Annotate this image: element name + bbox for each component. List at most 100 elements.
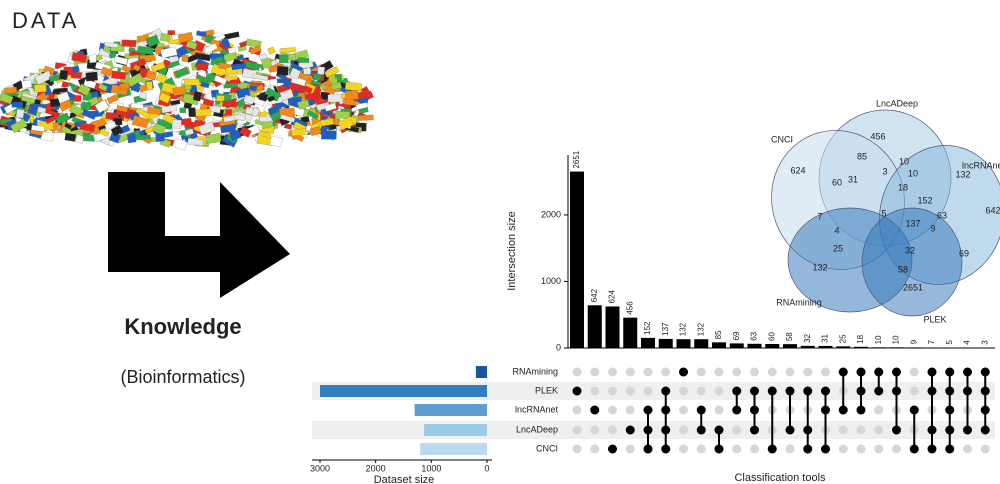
- matrix-dot: [661, 405, 671, 415]
- matrix-dot-empty: [696, 367, 706, 377]
- matrix-dot-empty: [643, 386, 653, 396]
- lego-brick: [205, 133, 222, 144]
- set-label: RNAmining: [512, 366, 558, 376]
- matrix-dot-empty: [679, 444, 688, 454]
- bar: [889, 347, 904, 348]
- lego-brick: [198, 121, 216, 135]
- bar: [694, 339, 709, 348]
- matrix-dot-empty: [714, 386, 724, 396]
- lego-brick: [252, 73, 269, 81]
- lego-brick: [297, 99, 310, 110]
- lego-brick: [208, 104, 222, 114]
- lego-brick: [358, 114, 374, 121]
- lego-brick: [200, 81, 210, 89]
- matrix-dot: [892, 386, 901, 396]
- bar: [623, 317, 638, 348]
- lego-brick: [131, 115, 149, 129]
- lego-brick: [15, 108, 25, 119]
- lego-brick: [184, 78, 200, 86]
- lego-brick: [192, 91, 202, 102]
- lego-brick: [54, 87, 68, 93]
- lego-brick: [11, 101, 23, 108]
- matrix-dot: [927, 367, 937, 377]
- venn-count: 2651: [903, 282, 923, 292]
- lego-brick: [289, 67, 302, 80]
- bar-label: 137: [661, 322, 670, 336]
- matrix-dot-empty: [856, 444, 866, 454]
- matrix-dot: [608, 444, 617, 454]
- lego-brick: [246, 38, 262, 48]
- matrix-dot-empty: [767, 367, 777, 377]
- lego-brick: [196, 30, 207, 37]
- matrix-dot: [696, 405, 706, 415]
- matrix-dot-empty: [679, 425, 688, 435]
- lego-brick: [221, 37, 231, 49]
- bar-label: 31: [821, 333, 830, 342]
- lego-brick: [21, 79, 32, 89]
- lego-picture: [0, 28, 374, 151]
- matrix-dot: [750, 425, 759, 435]
- matrix-dot-empty: [750, 367, 759, 377]
- dataset-bar: [424, 424, 487, 436]
- lego-brick: [36, 106, 47, 114]
- lego-brick: [77, 83, 91, 97]
- matrix-dot: [661, 425, 671, 435]
- matrix-dot: [927, 425, 937, 435]
- bar: [836, 346, 851, 348]
- matrix-dot-empty: [874, 405, 884, 415]
- matrix-dot: [750, 386, 759, 396]
- matrix-dot: [980, 386, 990, 396]
- knowledge-label: Knowledge: [124, 314, 241, 339]
- lego-brick: [71, 65, 80, 74]
- venn-count: 132: [812, 262, 827, 272]
- lego-brick: [344, 82, 362, 92]
- lego-brick: [249, 84, 257, 92]
- matrix-dot: [892, 367, 901, 377]
- lego-brick: [197, 68, 207, 78]
- y-tick-label: 2000: [541, 209, 561, 219]
- lego-brick: [147, 106, 162, 115]
- matrix-dot-empty: [785, 444, 795, 454]
- bar: [712, 342, 726, 348]
- matrix-dot-empty: [980, 444, 990, 454]
- lego-brick: [79, 122, 96, 132]
- matrix-dot-empty: [696, 444, 706, 454]
- matrix-dot-empty: [714, 405, 724, 415]
- lego-brick: [34, 70, 53, 85]
- bar-label: 32: [803, 333, 812, 342]
- matrix-dot: [696, 425, 706, 435]
- bar-label: 132: [679, 322, 688, 336]
- lego-brick: [255, 84, 265, 92]
- lego-brick: [267, 106, 278, 116]
- bar: [641, 337, 655, 348]
- venn-count: 25: [833, 243, 843, 253]
- matrix-dot-empty: [625, 444, 635, 454]
- matrix-dot: [821, 405, 830, 415]
- matrix-dot: [892, 425, 901, 435]
- bar-labels: 2651 642 624 456 152 137 132 132 85 69 63 60 58 32 31 2…: [572, 150, 989, 345]
- lego-brick: [191, 120, 204, 128]
- lego-brick: [181, 54, 189, 62]
- matrix-dot: [625, 425, 635, 435]
- matrix-dot-empty: [590, 367, 600, 377]
- lego-brick: [279, 47, 296, 53]
- bar: [747, 343, 762, 348]
- bar-label: 2651: [572, 150, 581, 168]
- bar-label: 85: [714, 330, 723, 339]
- bar-label: 456: [625, 301, 634, 315]
- matrix-dot-empty: [572, 367, 582, 377]
- lego-brick: [56, 91, 71, 104]
- lego-brick: [145, 70, 158, 81]
- venn-set-label: CNCI: [771, 134, 793, 144]
- bar-label: 10: [892, 335, 901, 344]
- lego-brick: [269, 78, 278, 86]
- lego-brick: [81, 101, 92, 111]
- matrix-dot-empty: [608, 386, 617, 396]
- lego-brick: [155, 133, 165, 143]
- venn-count: 9: [930, 223, 935, 233]
- lego-brick: [324, 66, 340, 78]
- lego-brick: [55, 112, 70, 125]
- matrix-dot-empty: [785, 367, 795, 377]
- x-axis-label: Classification tools: [734, 472, 826, 484]
